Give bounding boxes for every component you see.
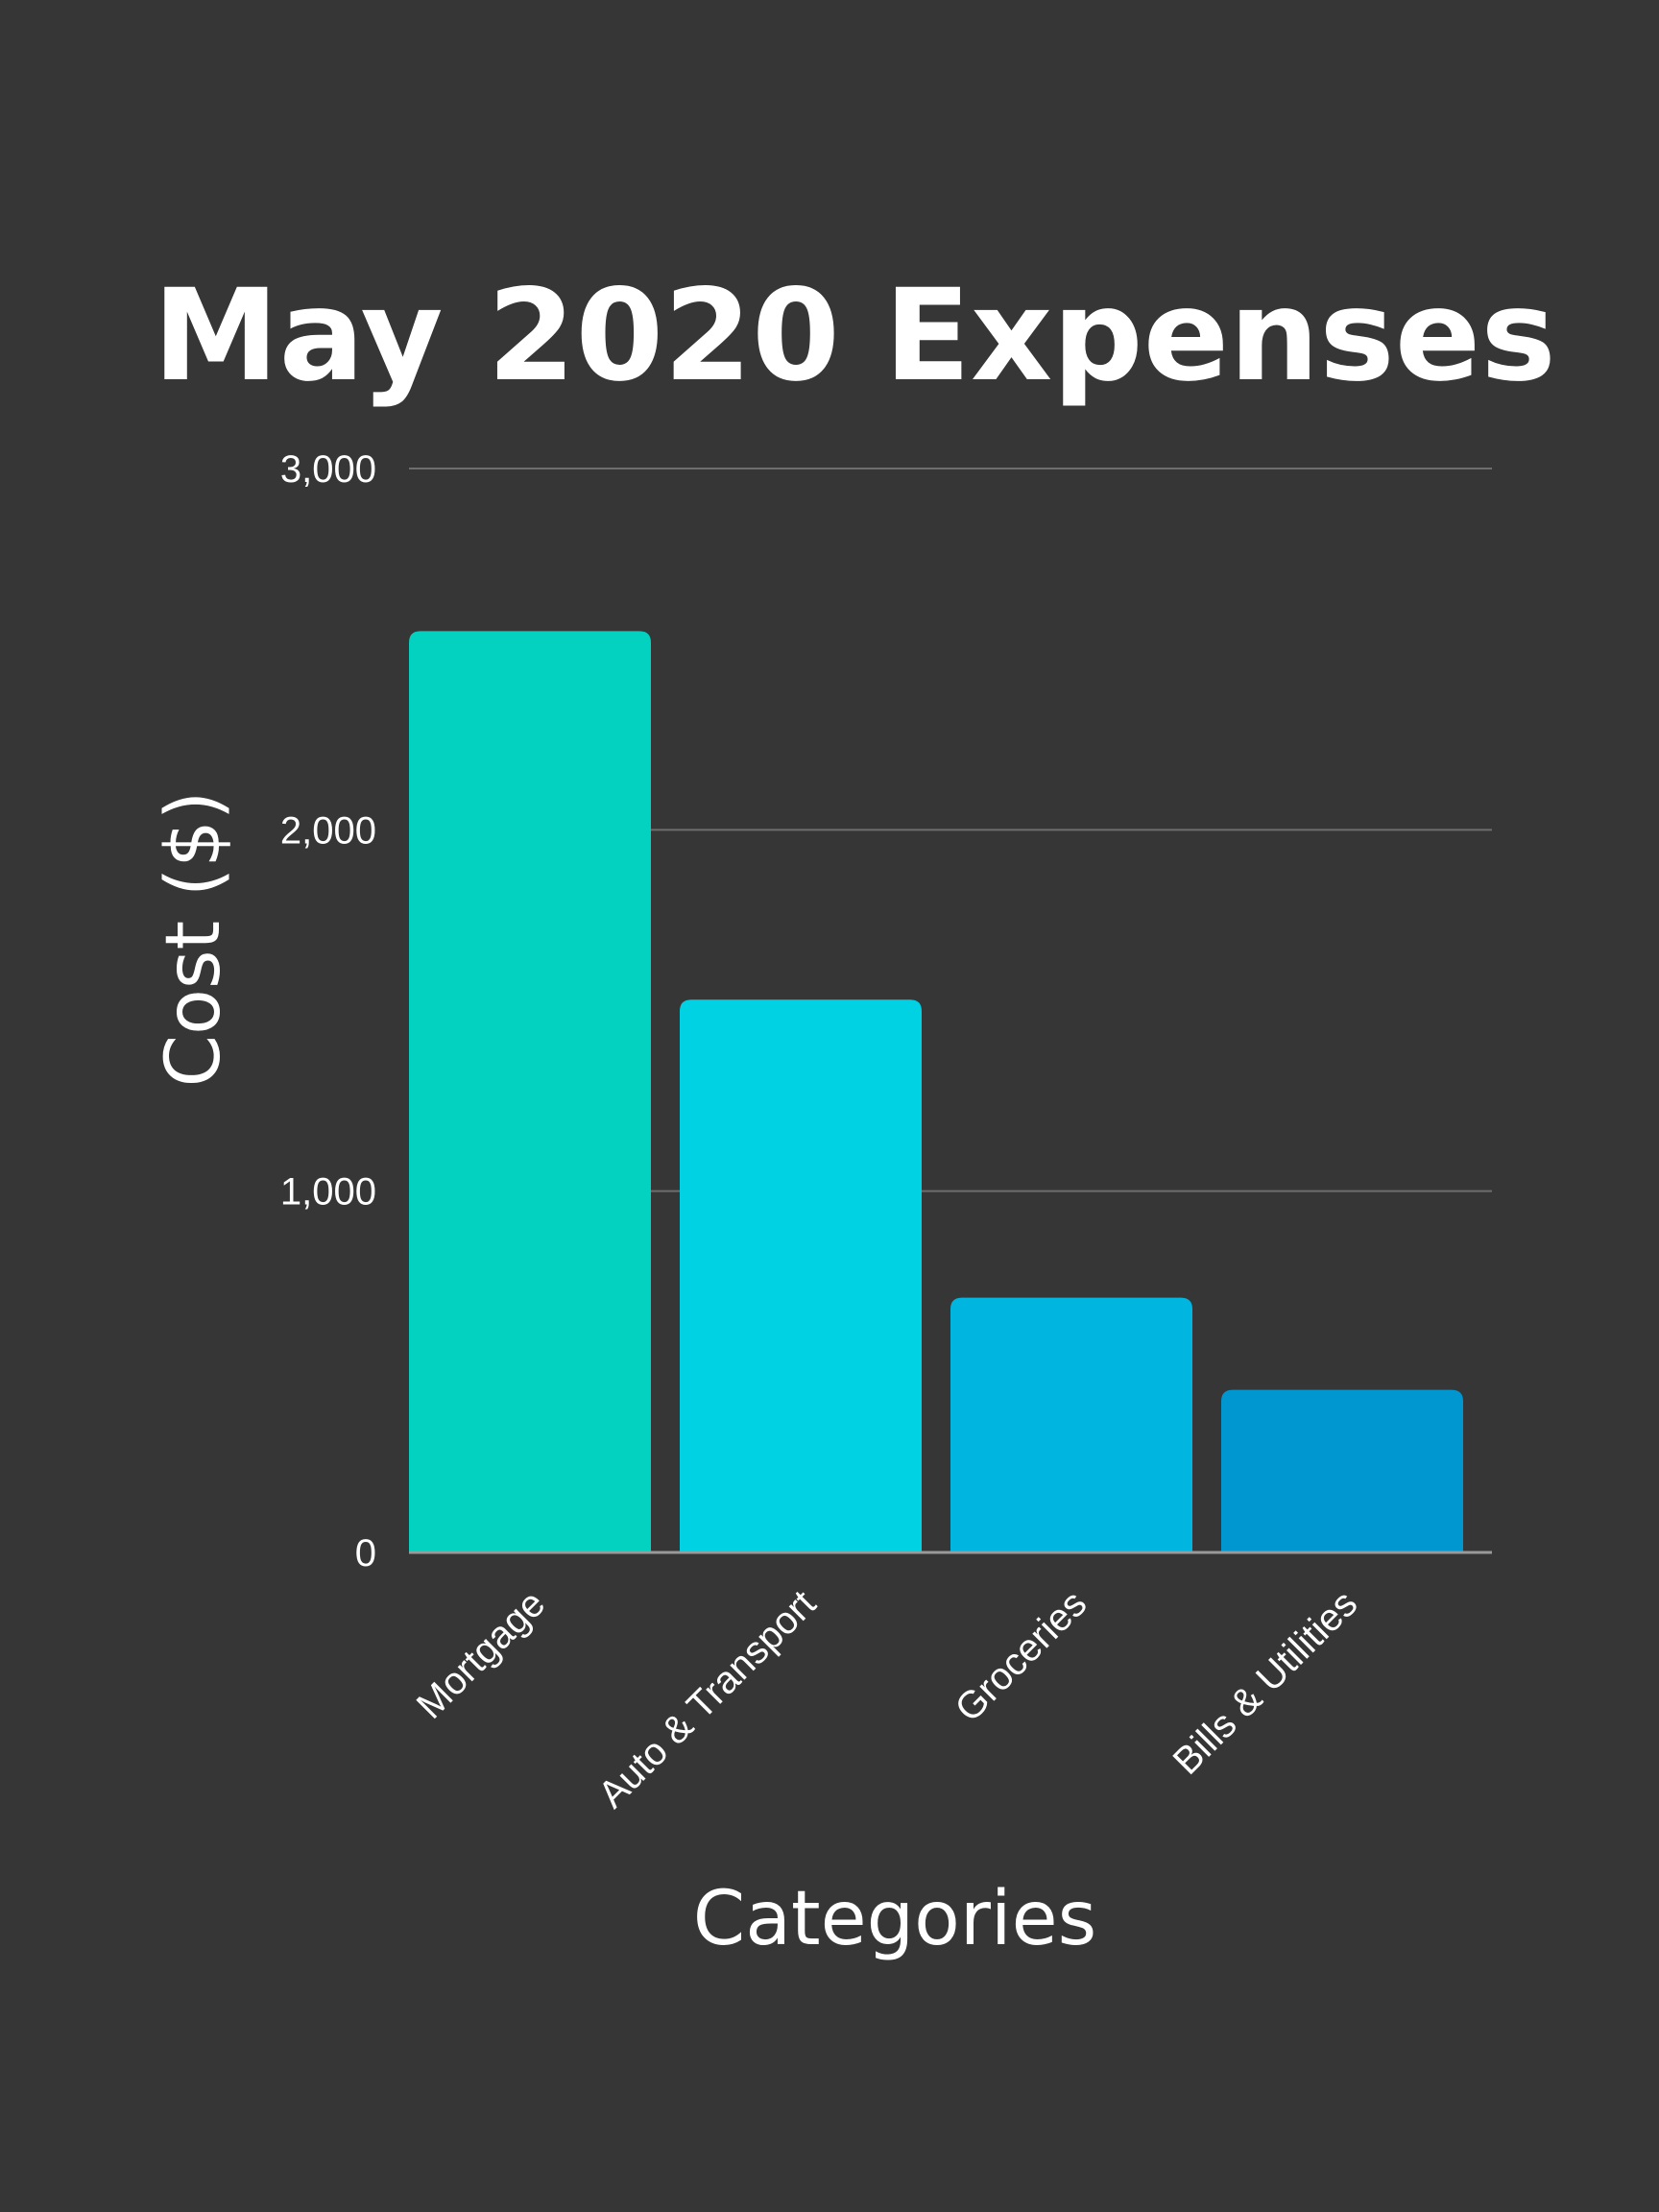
y-tick-label: 1,000 xyxy=(280,1171,376,1214)
bar xyxy=(950,1297,1192,1552)
y-tick-label: 0 xyxy=(355,1532,376,1575)
x-axis-title: Categories xyxy=(693,1876,1096,1962)
bars xyxy=(409,631,1463,1552)
chart-title: May 2020 Expenses xyxy=(153,262,1556,410)
y-tick-label: 3,000 xyxy=(280,448,376,491)
bar xyxy=(409,631,651,1552)
y-tick-label: 2,000 xyxy=(280,809,376,852)
y-axis-ticks: 0 1,000 2,000 3,000 xyxy=(280,448,376,1575)
bar xyxy=(680,999,922,1552)
y-axis-title: Cost ($) xyxy=(151,791,237,1088)
bar xyxy=(1221,1389,1463,1552)
